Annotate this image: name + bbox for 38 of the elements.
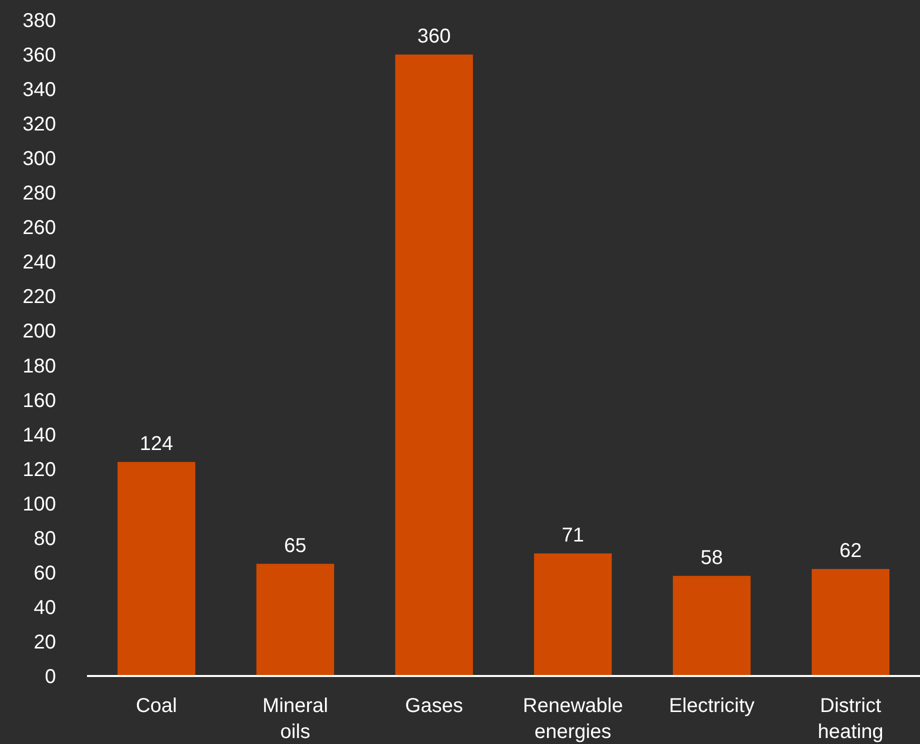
data-label: 58 [700,546,723,569]
data-label: 65 [284,534,306,557]
x-tick-label: District heating [818,695,884,743]
y-tick-label: 60 [34,562,56,584]
y-tick-label: 260 [22,217,56,240]
data-label: 62 [839,540,862,562]
x-tick-label: Electricity [668,695,755,717]
y-tick-label: 100 [22,493,56,516]
x-tick-label: Gases [405,695,463,717]
y-tick-label: 340 [22,79,56,102]
bar [395,54,473,676]
bar [812,568,890,676]
x-tick-label: Renewable energies [522,695,623,743]
y-tick-label: 280 [22,182,56,205]
y-tick-label: 380 [22,10,56,32]
y-tick-label: 20 [34,631,56,654]
x-tick-label: Coal [136,695,177,717]
y-tick-label: 120 [22,458,56,481]
bar [534,553,612,676]
bar [118,462,196,676]
y-tick-label: 80 [34,528,56,550]
y-tick-label: 360 [22,44,56,67]
data-label: 360 [417,26,451,48]
y-tick-label: 240 [22,252,56,274]
y-tick-label: 160 [22,390,56,412]
y-tick-label: 300 [22,148,56,170]
y-tick-label: 140 [22,424,56,446]
y-tick-label: 180 [22,355,56,378]
y-tick-label: 40 [34,596,56,619]
bar [256,564,334,676]
y-tick-label: 200 [22,320,56,343]
y-tick-label: 320 [22,114,56,136]
bar [672,576,751,676]
data-label: 71 [562,524,584,546]
y-tick-label: 220 [22,286,56,308]
data-label: 124 [140,432,174,455]
x-tick-label: Mineral oils [262,695,328,743]
y-tick-label: 0 [44,666,56,688]
